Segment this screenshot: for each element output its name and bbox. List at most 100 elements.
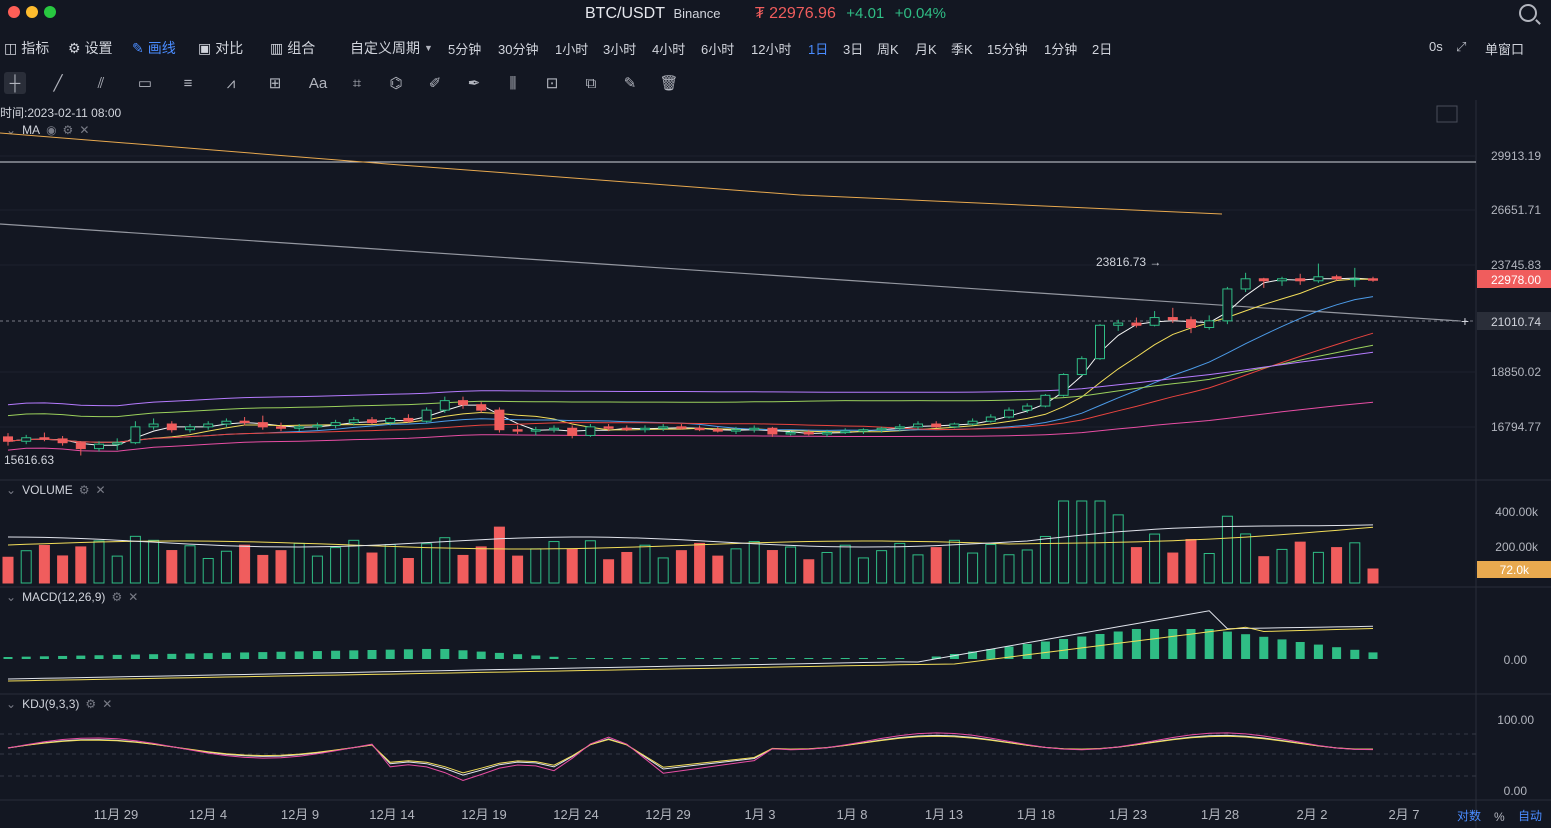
period-3[interactable]: 3小时 — [603, 42, 637, 57]
period-9[interactable]: 周K — [877, 42, 899, 57]
bars-pattern-icon[interactable]: ⫼ — [509, 74, 517, 92]
volume-bar — [694, 542, 706, 584]
volume-ma-line — [7, 524, 1374, 548]
close-icon[interactable]: ✕ — [128, 590, 139, 604]
search-icon[interactable] — [1519, 4, 1537, 22]
lock-icon[interactable]: ⊡ — [545, 75, 559, 92]
candle-body — [640, 427, 650, 431]
candle-body — [439, 400, 450, 411]
macd-legend[interactable]: ⌄ MACD(12,26,9) ⚙ ✕ — [6, 590, 138, 604]
gear-icon[interactable]: ⚙ — [111, 590, 123, 604]
volume-bar — [1203, 553, 1215, 584]
window-mode-button[interactable]: 单窗口 — [1485, 42, 1525, 57]
volume-bar — [1367, 568, 1379, 584]
volume-current-label: 72.0k — [1500, 563, 1530, 577]
close-icon[interactable]: ✕ — [102, 697, 113, 711]
period-12[interactable]: 15分钟 — [987, 42, 1028, 57]
ruler-icon[interactable]: ⌗ — [352, 74, 362, 92]
candle-body — [967, 420, 978, 425]
period-8[interactable]: 3日 — [843, 42, 864, 57]
volume-bar — [1058, 500, 1070, 584]
close-window-icon[interactable] — [8, 6, 20, 18]
percent-scale-toggle[interactable]: % — [1494, 810, 1505, 824]
eye-icon[interactable]: ◉ — [46, 123, 57, 137]
indicator-icon: ◫ — [4, 39, 18, 56]
menu-compare[interactable]: ▣ 对比 — [198, 38, 243, 58]
period-10[interactable]: 月K — [915, 42, 937, 57]
period-13[interactable]: 1分钟 — [1044, 42, 1078, 57]
horizontal-lines-icon[interactable]: ≡ — [183, 74, 193, 92]
date-tick-label: 1月 13 — [925, 807, 963, 822]
pattern-icon[interactable]: ⌬ — [389, 75, 403, 92]
menu-settings[interactable]: ⚙ 设置 — [68, 38, 113, 58]
period-2[interactable]: 1小时 — [555, 42, 589, 57]
gear-icon[interactable]: ⚙ — [78, 483, 90, 497]
collapse-icon[interactable]: ⌄ — [6, 697, 17, 711]
ma-legend[interactable]: ⌄ MA ◉ ⚙ ✕ — [6, 123, 89, 137]
kdj-legend[interactable]: ⌄ KDJ(9,3,3) ⚙ ✕ — [6, 697, 112, 711]
period-14[interactable]: 2日 — [1092, 42, 1113, 57]
menu-draw[interactable]: ✎ 画线 — [132, 38, 176, 58]
volume-bar — [785, 546, 797, 584]
macd-histogram-bar — [513, 654, 523, 659]
candle-body — [876, 427, 887, 431]
gear-icon[interactable]: ⚙ — [85, 697, 97, 711]
trash-icon[interactable]: 🗑 — [659, 75, 679, 92]
candle-body — [39, 437, 50, 440]
volume-legend[interactable]: ⌄ VOLUME ⚙ ✕ — [6, 483, 106, 497]
zoom-window-icon[interactable] — [44, 6, 56, 18]
text-tool-icon[interactable]: Aa — [308, 74, 328, 92]
log-scale-toggle[interactable]: 对数 — [1457, 809, 1482, 823]
period-6[interactable]: 12小时 — [751, 42, 792, 57]
candle-body — [276, 426, 286, 429]
menu-layout-label: 组合 — [287, 40, 316, 56]
macd-histogram-bar — [1332, 647, 1342, 659]
copy-icon[interactable]: ⧉ — [585, 74, 597, 92]
volume-bar — [1003, 554, 1015, 584]
macd-histogram-bar — [1277, 639, 1287, 659]
period-4[interactable]: 4小时 — [652, 42, 686, 57]
trendline-icon[interactable]: ╱ — [53, 75, 63, 92]
macd-histogram-bar — [403, 649, 413, 659]
macd-histogram-bar — [440, 649, 450, 659]
period-5[interactable]: 6小时 — [701, 42, 735, 57]
volume-bar — [548, 541, 560, 584]
period-7[interactable]: 1日 — [808, 42, 829, 57]
period-11[interactable]: 季K — [951, 42, 973, 57]
collapse-icon[interactable]: ⌄ — [6, 483, 17, 497]
macd-histogram-bar — [1350, 649, 1360, 659]
candle-body — [931, 423, 942, 428]
edit-icon[interactable]: ✎ — [623, 75, 637, 92]
period-0[interactable]: 5分钟 — [448, 42, 482, 57]
close-icon[interactable]: ✕ — [79, 123, 90, 137]
wave-pattern-icon[interactable]: ⩘ — [226, 74, 236, 92]
candle-body — [239, 420, 250, 424]
price-tick-label: 18850.02 — [1491, 365, 1541, 379]
measure-icon[interactable]: ⊞ — [268, 75, 282, 92]
volume-tick-label: 400.00k — [1495, 505, 1539, 519]
volume-bar — [1240, 533, 1252, 584]
parallel-channel-icon[interactable]: ⫽ — [97, 74, 105, 92]
macd-histogram-bar — [949, 654, 959, 659]
volume-bar — [257, 554, 269, 584]
screenshot-icon[interactable]: ⤢ — [1456, 39, 1467, 54]
period-1[interactable]: 30分钟 — [498, 42, 539, 57]
close-icon[interactable]: ✕ — [95, 483, 106, 497]
custom-period-dropdown[interactable]: 自定义周期 ▼ — [350, 38, 433, 58]
menu-compare-label: 对比 — [215, 40, 244, 56]
gear-icon[interactable]: ⚙ — [62, 123, 74, 137]
menu-layout[interactable]: ▥ 组合 — [270, 38, 315, 58]
collapse-icon[interactable]: ⌄ — [6, 123, 17, 137]
auto-scale-toggle[interactable]: 自动 — [1518, 809, 1543, 823]
crosshair-icon[interactable]: ┼ — [4, 72, 26, 94]
menu-draw-label: 画线 — [147, 40, 176, 56]
rectangle-icon[interactable]: ▭ — [137, 75, 153, 92]
volume-bar — [1076, 500, 1088, 584]
macd-histogram-bar — [185, 653, 195, 659]
menu-indicator[interactable]: ◫ 指标 — [4, 38, 49, 58]
pen-icon[interactable]: ✒ — [467, 75, 481, 92]
collapse-icon[interactable]: ⌄ — [6, 590, 17, 604]
brush-icon[interactable]: ✐ — [428, 75, 442, 92]
minimize-window-icon[interactable] — [26, 6, 38, 18]
